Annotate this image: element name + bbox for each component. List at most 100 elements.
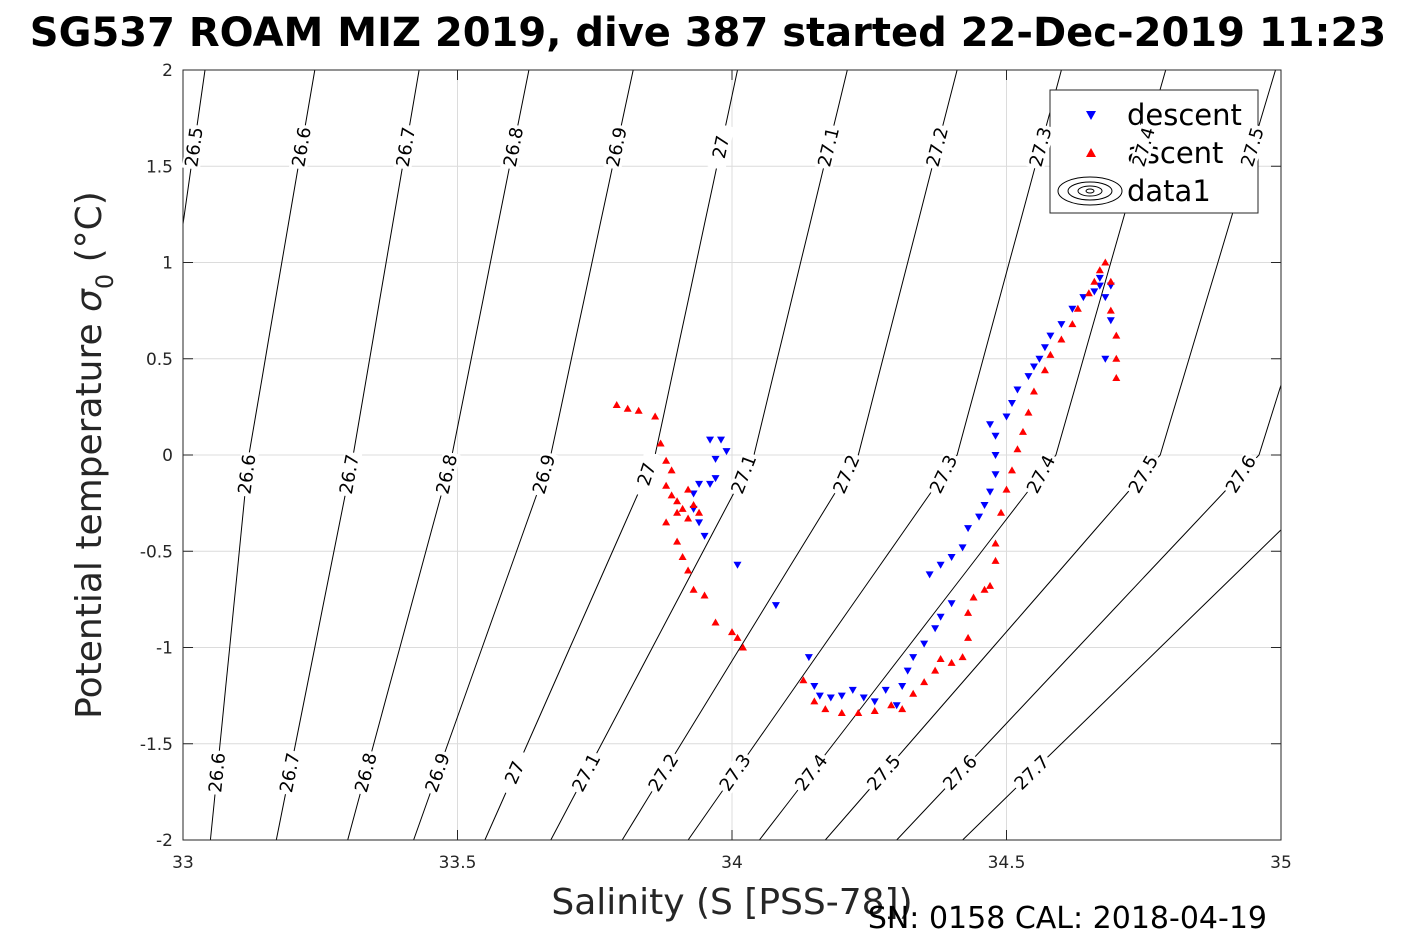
ascent-point — [1073, 304, 1082, 312]
descent-point — [931, 625, 940, 633]
descent-point — [1090, 288, 1099, 296]
isopycnal-label-gap — [276, 749, 303, 796]
isopycnal-label-gap — [925, 450, 962, 498]
contour-icon — [1057, 176, 1123, 206]
descent-point — [695, 480, 704, 488]
ascent-point — [991, 556, 1000, 564]
ascent-point — [656, 439, 665, 447]
ascent-point — [1112, 354, 1121, 362]
ascent-point — [1029, 387, 1038, 395]
descent-point — [892, 702, 901, 710]
legend: descent ascent data1 — [1049, 89, 1259, 214]
descent-point — [804, 654, 813, 662]
ascent-point — [673, 497, 682, 505]
descent-point — [991, 452, 1000, 459]
ascent-point — [1084, 289, 1093, 297]
isopycnal-label-gap — [529, 450, 559, 498]
ascent-point — [980, 585, 989, 593]
isopycnal-label-gap — [421, 748, 454, 797]
ascent-point — [920, 678, 929, 686]
descent-point — [1002, 413, 1011, 421]
x-axis-label: Salinity (S [PSS-78]) — [551, 882, 912, 923]
ascent-point — [837, 708, 846, 716]
ascent-point — [678, 504, 687, 512]
x-tick-label: 34.5 — [988, 853, 1026, 873]
legend-ascent-marker — [1086, 148, 1096, 157]
descent-point — [771, 602, 780, 610]
ascent-point — [728, 628, 736, 636]
isopycnal-labels: 26.5 26.6 26.7 26.8 26.9 27 27.1 27.2 27.3 27.4 27… — [181, 123, 1269, 797]
descent-point — [1029, 363, 1038, 371]
ascent-point — [651, 412, 660, 420]
chart-title: SG537 ROAM MIZ 2019, dive 387 started 22… — [30, 10, 1386, 56]
isopycnal-label-gap — [1022, 450, 1060, 498]
descent-point — [936, 561, 945, 569]
ascent-point — [969, 593, 978, 601]
ascent-point — [1112, 331, 1121, 339]
isopycnal-label-gap — [790, 749, 832, 796]
legend-data1-label: data1 — [1127, 174, 1211, 208]
legend-descent-marker — [1086, 111, 1096, 120]
isopycnal-label-gap — [1129, 123, 1159, 171]
descent-point — [986, 421, 995, 429]
y-tick-label: -1 — [156, 639, 173, 659]
ascent-point — [964, 633, 973, 641]
descent-point — [898, 683, 907, 690]
isopycnal-label: 26.6 — [234, 453, 260, 496]
legend-box — [1049, 89, 1259, 214]
y-tick-label: -2 — [156, 831, 173, 851]
isopycnal-label: 27 — [709, 134, 734, 161]
y-axis-label: Potential temperature σ0 (°C) — [69, 191, 119, 719]
isopycnal-label-gap — [938, 750, 982, 795]
y-tick-label: 1 — [162, 254, 173, 274]
ascent-point — [1068, 320, 1077, 328]
y-axis-label-unit: (°C) — [69, 191, 110, 274]
ascent-point — [931, 666, 940, 674]
isopycnal-label: 26.7 — [336, 453, 364, 496]
descent-point — [1101, 355, 1110, 363]
y-axis-label-main: Potential temperature — [69, 312, 110, 719]
isopycnal-label-gap — [393, 123, 419, 171]
ascent-point — [667, 466, 676, 474]
isopycnal-label-gap — [814, 123, 843, 171]
y-tick-label: 0 — [162, 446, 173, 466]
descent-point — [991, 432, 1000, 440]
isopycnal-label: 27.1 — [814, 125, 844, 169]
isopycnal-label: 26.5 — [181, 126, 207, 169]
ascent-point — [1046, 350, 1055, 358]
ascent-point — [887, 701, 896, 709]
isopycnal-label: 26.9 — [421, 750, 454, 795]
y-tick-label: -0.5 — [140, 542, 173, 562]
ascent-point — [1040, 366, 1049, 374]
isopycnal-line — [687, 70, 1062, 840]
ascent-point — [964, 608, 973, 616]
isopycnal-label-gap — [289, 123, 315, 171]
descent-point — [881, 686, 890, 694]
descent-point — [986, 488, 995, 496]
serial-calibration-footer: SN: 0158 CAL: 2018-04-19 — [868, 901, 1267, 936]
isopycnal-label-gap — [568, 748, 605, 797]
descent-point — [733, 561, 742, 569]
ascent-point — [936, 655, 945, 663]
ascent-series — [612, 258, 1121, 716]
ascent-point — [673, 537, 682, 545]
isopycnal-label-gap — [715, 749, 756, 796]
y-axis-label-sub: 0 — [91, 274, 119, 289]
x-tick-label: 34 — [721, 853, 743, 873]
isopycnal-label: 26.9 — [529, 452, 560, 496]
ascent-point — [623, 404, 632, 412]
ascent-point — [684, 566, 693, 574]
x-tick-label: 33.5 — [439, 853, 477, 873]
isopycnal-label-gap — [206, 749, 229, 796]
isopycnal-label-gap — [500, 123, 527, 171]
y-tick-label: 0.5 — [146, 350, 173, 370]
y-tick-label: 2 — [162, 61, 173, 81]
ascent-point — [986, 581, 995, 589]
ascent-point — [810, 697, 819, 705]
descent-point — [706, 436, 715, 444]
ascent-point — [612, 400, 621, 408]
ascent-point — [1112, 374, 1121, 381]
descent-point — [991, 471, 1000, 479]
isopycnal-label-gap — [1237, 123, 1268, 171]
ascent-point — [634, 406, 643, 414]
